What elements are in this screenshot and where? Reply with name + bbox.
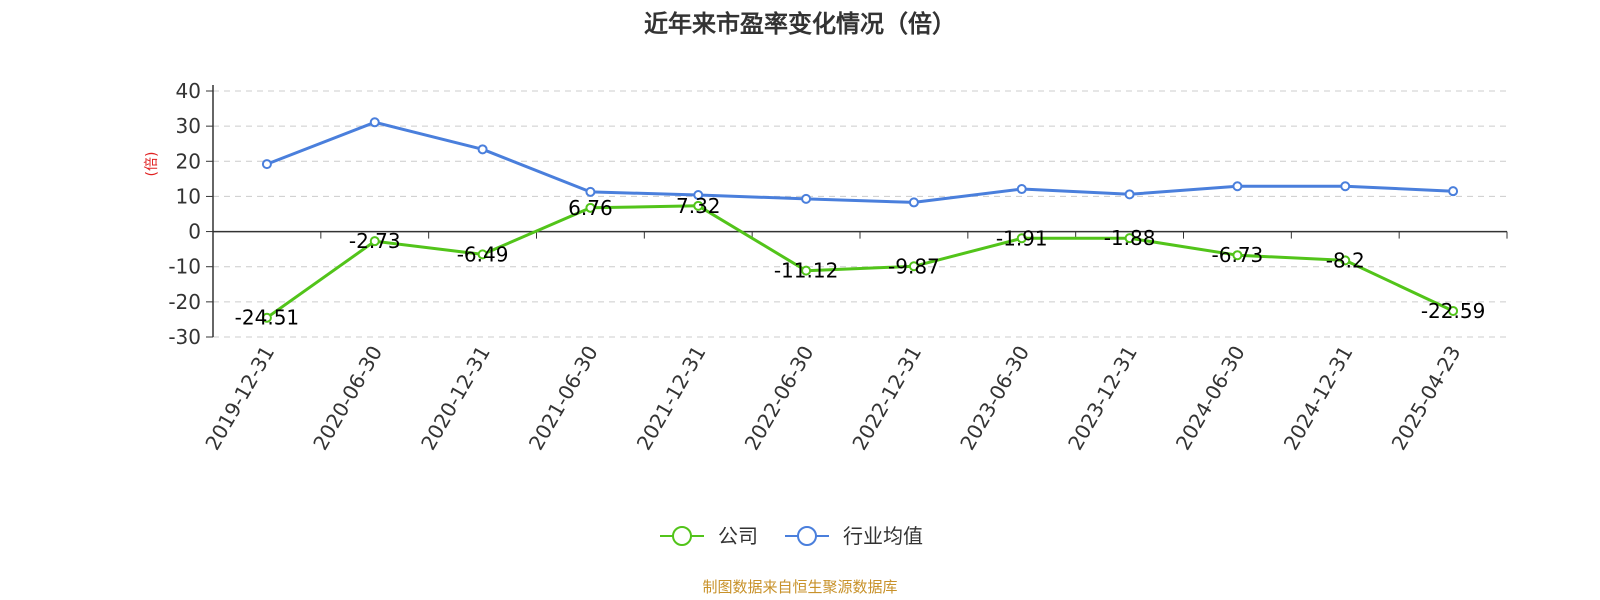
data-label-company: 6.76 [568, 196, 613, 220]
series-line-company [266, 204, 1454, 319]
x-tick-label: 2021-12-31 [632, 342, 711, 455]
legend-company-swatch-marker [672, 526, 692, 546]
point-company[interactable] [908, 261, 919, 272]
point-industry-average[interactable] [261, 159, 272, 170]
point-company[interactable] [1340, 255, 1351, 266]
point-company[interactable] [1232, 250, 1243, 261]
x-tick-label: 2023-12-31 [1063, 342, 1142, 455]
data-labels: -24.51 -2.73 -6.49 6.76 7.32 -11.12 -9.87 -1.91… [235, 194, 1486, 330]
point-company[interactable] [801, 265, 812, 276]
data-label-company: -9.87 [888, 254, 940, 278]
point-company[interactable] [369, 236, 380, 247]
point-company[interactable] [585, 202, 596, 213]
point-industry-average[interactable] [1448, 186, 1459, 197]
point-industry-average[interactable] [1232, 181, 1243, 192]
point-industry-average[interactable] [585, 186, 596, 197]
y-tick-label: -20 [168, 290, 201, 314]
x-tick-label: 2020-12-31 [416, 342, 495, 455]
series-line-industry-average [266, 120, 1454, 204]
point-industry-average[interactable] [801, 193, 812, 204]
y-tick-label: -10 [168, 255, 201, 279]
data-label-company: -1.88 [1104, 226, 1156, 250]
point-industry-average[interactable] [477, 144, 488, 155]
x-tick-label: 2020-06-30 [308, 342, 387, 455]
data-label-company: 7.32 [676, 194, 721, 218]
point-industry-average[interactable] [1124, 189, 1135, 200]
data-label-company: -1.91 [996, 226, 1048, 250]
x-tick-label: 2024-06-30 [1171, 342, 1250, 455]
point-company[interactable] [1448, 305, 1459, 316]
x-tick-label: 2022-06-30 [740, 342, 819, 455]
legend: 公司 行业均值 [660, 524, 923, 548]
point-company[interactable] [1124, 233, 1135, 244]
legend-item-industry-average[interactable]: 行业均值 [785, 524, 923, 548]
point-industry-average[interactable] [693, 190, 704, 201]
point-industry-average[interactable] [908, 197, 919, 208]
x-tick-label: 2023-06-30 [955, 342, 1034, 455]
point-company[interactable] [1016, 233, 1027, 244]
data-label-company: -11.12 [774, 259, 838, 283]
point-company[interactable] [477, 249, 488, 260]
data-label-company: -6.49 [457, 242, 509, 266]
legend-industry-label: 行业均值 [843, 524, 923, 548]
data-label-company: -24.51 [235, 306, 299, 330]
series-group [261, 117, 1459, 323]
y-tick-label: 40 [176, 79, 201, 103]
data-label-company: -2.73 [349, 229, 401, 253]
data-label-company: -6.73 [1212, 243, 1264, 267]
point-industry-average[interactable] [369, 117, 380, 128]
point-company[interactable] [261, 312, 272, 323]
y-axis-unit-label: (倍) [144, 152, 160, 177]
data-label-company: -22.59 [1421, 299, 1485, 323]
x-tick-label: 2021-06-30 [524, 342, 603, 455]
data-label-company: -8.2 [1326, 248, 1365, 272]
y-tick-label: 0 [188, 220, 201, 244]
y-tick-label: 10 [176, 184, 201, 208]
data-source-note: 制图数据来自恒生聚源数据库 [702, 578, 897, 596]
point-industry-average[interactable] [1016, 184, 1027, 195]
legend-item-company[interactable]: 公司 [660, 524, 758, 548]
x-tick-label: 2025-04-23 [1387, 342, 1466, 455]
legend-company-label: 公司 [718, 524, 758, 548]
y-tick-label: 20 [176, 149, 201, 173]
x-tick-label: 2022-12-31 [847, 342, 926, 455]
point-industry-average[interactable] [1340, 181, 1351, 192]
legend-industry-swatch-marker [797, 526, 817, 546]
point-company[interactable] [693, 200, 704, 211]
x-tick-label: 2019-12-31 [200, 342, 279, 455]
chart-title: 近年来市盈率变化情况（倍） [644, 10, 956, 38]
x-tick-label: 2024-12-31 [1279, 342, 1358, 455]
y-tick-label: 30 [176, 114, 201, 138]
gridlines [213, 90, 1507, 338]
y-tick-label: -30 [168, 325, 201, 349]
